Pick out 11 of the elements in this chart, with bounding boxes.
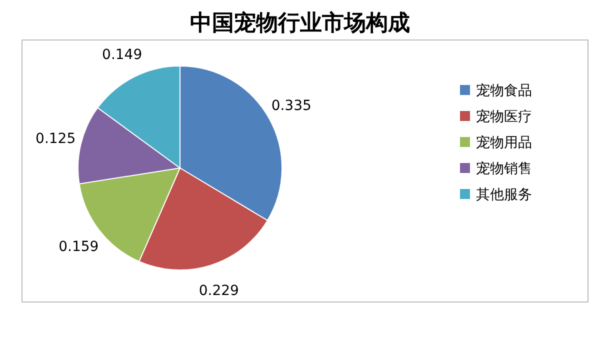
legend-label: 其他服务 [476,187,532,203]
data-label: 0.229 [198,282,239,299]
legend-label: 宠物销售 [476,161,532,177]
data-label: 0.159 [58,239,99,256]
data-label: 0.149 [102,46,142,63]
legend-label: 宠物用品 [476,135,532,151]
legend-label: 宠物医疗 [476,109,532,125]
legend-label: 宠物食品 [476,83,532,99]
data-label: 0.125 [36,130,76,147]
chart-title: 中国宠物行业市场构成 [190,10,410,36]
data-label: 0.335 [271,98,312,114]
